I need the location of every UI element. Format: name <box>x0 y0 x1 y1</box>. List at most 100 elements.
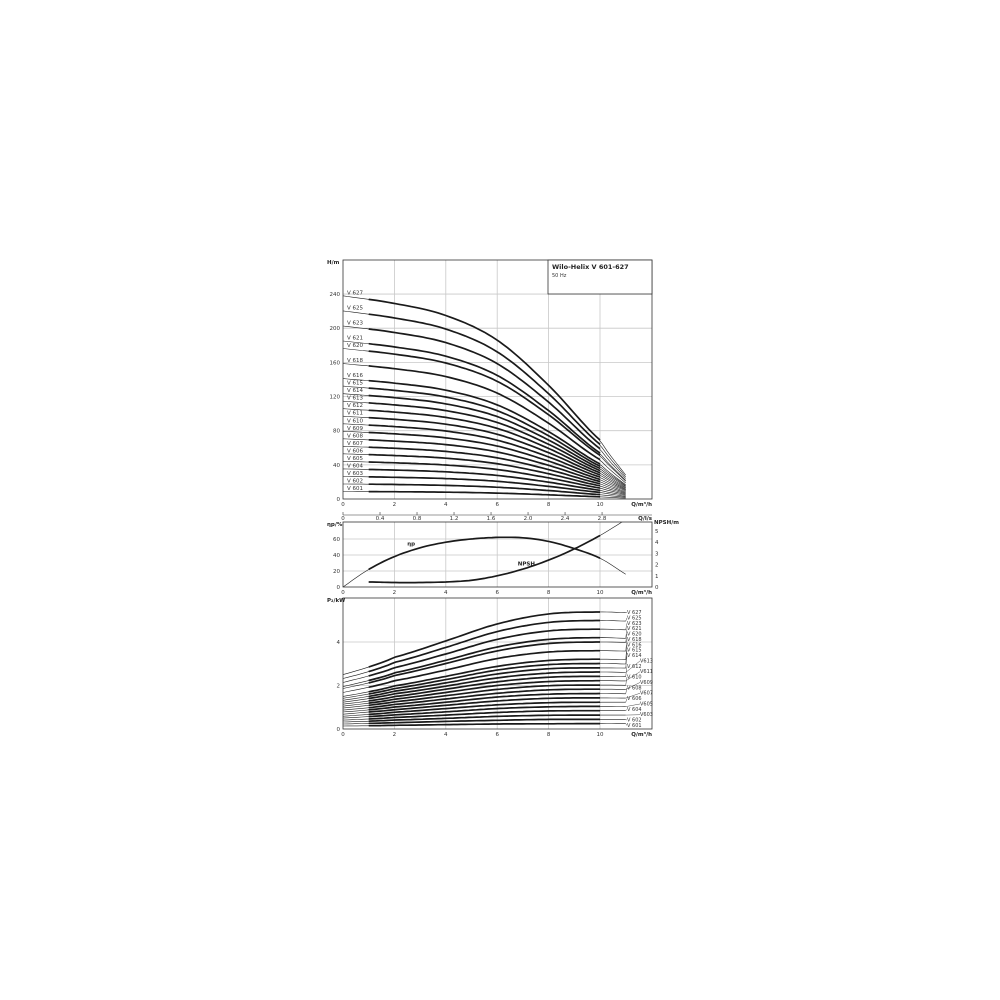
head-curve <box>368 453 601 487</box>
power-label-leader <box>625 698 628 703</box>
power-label-leader <box>625 723 628 726</box>
head-curve-label: V 608 <box>347 433 364 439</box>
chart-title: Wilo-Helix V 601-627 <box>552 263 629 271</box>
power-curve-label: V 621 <box>627 626 642 632</box>
power-curve <box>368 662 601 695</box>
y-tick-label: 160 <box>330 360 341 366</box>
y-tick-label: 200 <box>330 326 341 332</box>
x2-axis-label: Q/l/s <box>638 516 653 522</box>
x-tick-label: 0 <box>341 502 345 508</box>
power-label-leader <box>625 650 628 664</box>
x-tick-label: 6 <box>495 732 499 738</box>
head-curve <box>368 439 601 483</box>
power-curve <box>368 701 601 716</box>
head-curve-label: V 618 <box>347 358 364 364</box>
power-curve <box>368 649 600 689</box>
head-curve <box>368 298 601 441</box>
power-label-leader <box>625 682 641 690</box>
power-curve <box>368 671 600 700</box>
head-curve <box>368 365 601 461</box>
y-axis-label: ηp/% <box>327 522 343 528</box>
head-curve-label: V 621 <box>347 336 363 342</box>
npsh-curve <box>368 534 601 584</box>
plot-frame <box>342 259 653 500</box>
head-curve-label: V 605 <box>347 456 364 462</box>
y-tick-label: 40 <box>333 553 340 559</box>
power-curve-label: V 604 <box>627 707 642 713</box>
head-curve-label: V 609 <box>347 426 364 432</box>
power-label-leader <box>625 655 628 669</box>
power-label-leader <box>625 628 628 639</box>
power-label-leader <box>625 719 628 721</box>
head-curve-label: V 615 <box>347 381 364 387</box>
head-curve <box>368 350 601 457</box>
x2-tick-label: 2.4 <box>561 516 570 522</box>
head-curve <box>368 342 601 454</box>
x2-tick-label: 1.2 <box>450 516 459 522</box>
power-curve <box>368 675 600 702</box>
y-tick-label: 240 <box>330 292 341 298</box>
power-curve <box>368 709 600 720</box>
head-curve-label: V 604 <box>347 463 364 469</box>
x-axis-label: Q/m³/h <box>631 589 652 596</box>
head-curve-label: V 611 <box>347 411 363 417</box>
head-curve <box>368 394 601 470</box>
head-curve-label: V 623 <box>347 320 364 326</box>
power-label-leader <box>625 639 628 652</box>
power-curve <box>368 722 600 727</box>
head-curve <box>368 461 601 489</box>
power-curve-label: V 618 <box>627 637 642 643</box>
head-curve <box>368 490 601 498</box>
x-axis-label: Q/m³/h <box>631 731 652 738</box>
x-tick-label: 2 <box>393 502 397 508</box>
head-curve-label: V 606 <box>347 448 364 454</box>
y-tick-label: 0 <box>337 585 341 591</box>
y2-tick-label: 3 <box>655 551 659 557</box>
power-curve-label: V611 <box>640 669 653 675</box>
head-curve-label: V 614 <box>347 388 364 394</box>
chart-subtitle: 50 Hz <box>552 273 567 279</box>
x-tick-label: 10 <box>597 590 604 596</box>
y2-tick-label: 5 <box>655 529 659 535</box>
x-tick-label: 2 <box>393 590 397 596</box>
curves <box>343 295 641 727</box>
y-tick-label: 60 <box>333 537 340 543</box>
head-curve <box>368 328 601 450</box>
power-label-leader <box>625 671 641 682</box>
head-curve-label: V 602 <box>347 478 363 484</box>
x-tick-label: 4 <box>444 590 448 596</box>
x-tick-label: 6 <box>495 590 499 596</box>
power-curve-label: V 601 <box>627 723 642 729</box>
head-curve-label: V 612 <box>347 403 363 409</box>
power-curve <box>368 688 600 709</box>
x-tick-label: 8 <box>547 590 551 596</box>
power-curve-label: V609 <box>640 680 653 686</box>
power-curve-label: V 614 <box>627 653 642 659</box>
y-tick-label: 40 <box>333 463 340 469</box>
plot-frame <box>342 597 653 730</box>
head-curve-label: V 613 <box>347 396 364 402</box>
head-curve <box>368 387 601 467</box>
power-curve <box>368 619 600 673</box>
x2-tick-label: 2.0 <box>524 516 533 522</box>
power-label-leader <box>625 633 628 643</box>
head-curve <box>368 483 601 496</box>
x-tick-label: 10 <box>597 502 604 508</box>
power-curve-label: V 616 <box>627 642 642 648</box>
y-tick-label: 0 <box>337 497 341 503</box>
power-label-leader <box>625 644 628 660</box>
x2-tick-label: 0 <box>341 516 345 522</box>
power-curve-label: V 615 <box>627 648 642 654</box>
power-curve <box>368 697 600 713</box>
power-curve-label: V605 <box>640 701 653 707</box>
head-curve-label: V 601 <box>347 486 363 492</box>
power-curve <box>368 705 600 718</box>
y-tick-label: 0 <box>337 727 341 733</box>
title-box: Wilo-Helix V 601-627 50 Hz <box>547 259 653 295</box>
power-curve <box>368 714 600 723</box>
power-curve <box>368 658 600 693</box>
power-curve <box>368 636 600 682</box>
x-axis-label: Q/m³/h <box>631 501 652 508</box>
power-curve-label: V 602 <box>627 718 642 724</box>
